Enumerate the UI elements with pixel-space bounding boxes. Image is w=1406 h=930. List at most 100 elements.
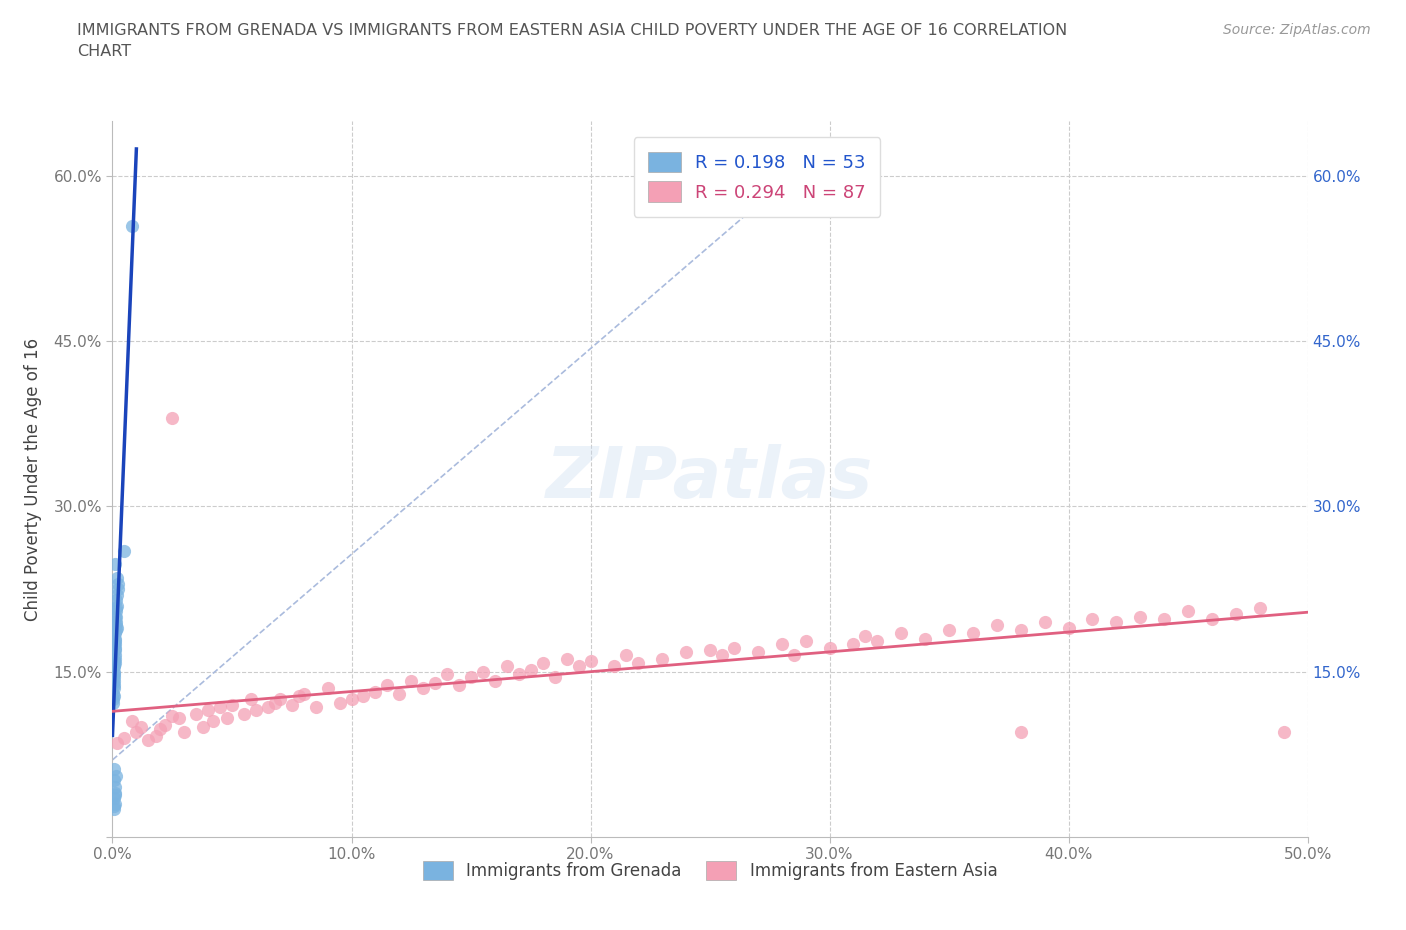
Point [986,618,1008,633]
Point [675,644,697,659]
Point [107,581,129,596]
Point [1272,724,1295,739]
Point [555,651,578,666]
Point [105,587,128,602]
Point [1057,620,1080,635]
Point [233,706,256,721]
Point [782,648,804,663]
Point [103,681,125,696]
Point [1225,607,1247,622]
Point [103,658,125,673]
Point [105,620,128,635]
Point [107,577,129,591]
Point [1153,611,1175,626]
Point [105,592,128,607]
Point [105,571,128,586]
Point [855,629,877,644]
Point [103,692,125,707]
Point [103,772,125,787]
Point [543,670,565,684]
Point [103,762,125,777]
Point [1177,604,1199,618]
Point [770,637,793,652]
Point [103,653,125,668]
Point [447,678,470,693]
Point [103,791,125,806]
Point [818,640,841,655]
Point [377,678,399,693]
Text: ZIPatlas: ZIPatlas [547,445,873,513]
Point [1081,611,1104,626]
Point [842,637,865,652]
Point [388,686,411,701]
Text: IMMIGRANTS FROM GRENADA VS IMMIGRANTS FROM EASTERN ASIA CHILD POVERTY UNDER THE : IMMIGRANTS FROM GRENADA VS IMMIGRANTS FR… [77,23,1067,60]
Point [104,609,127,624]
Point [103,653,125,668]
Point [193,720,215,735]
Point [103,678,125,693]
Point [104,780,127,795]
Point [104,796,127,811]
Point [217,711,239,725]
Point [269,692,291,707]
Point [209,699,232,714]
Point [103,664,125,679]
Point [264,695,287,710]
Point [129,720,152,735]
Point [114,730,135,745]
Point [316,681,339,696]
Y-axis label: Child Poverty Under the Age of 16: Child Poverty Under the Age of 16 [24,338,42,620]
Point [1105,615,1128,630]
Point [245,703,267,718]
Point [104,648,127,663]
Point [104,633,127,648]
Point [104,640,127,655]
Point [169,711,191,725]
Point [616,648,638,663]
Point [103,675,125,690]
Point [125,724,148,739]
Point [104,556,127,571]
Point [153,717,176,732]
Point [340,692,363,707]
Point [484,673,506,688]
Point [103,658,125,673]
Point [460,670,482,684]
Point [103,670,125,684]
Point [651,651,673,666]
Point [103,673,125,688]
Point [138,733,160,748]
Legend: Immigrants from Grenada, Immigrants from Eastern Asia: Immigrants from Grenada, Immigrants from… [409,847,1011,893]
Point [1010,724,1032,739]
Point [1201,611,1223,626]
Point [288,688,311,703]
Point [105,736,128,751]
Point [747,644,769,659]
Point [201,714,224,729]
Point [105,601,128,616]
Point [292,686,315,701]
Point [103,670,125,684]
Text: Source: ZipAtlas.com: Source: ZipAtlas.com [1223,23,1371,37]
Point [627,656,650,671]
Point [105,769,128,784]
Point [104,643,127,658]
Point [352,688,374,703]
Point [104,618,127,633]
Point [103,799,125,814]
Point [866,633,889,648]
Point [364,684,387,699]
Point [197,703,219,718]
Point [257,699,280,714]
Point [281,698,304,712]
Point [412,681,434,696]
Point [914,631,936,646]
Point [1010,622,1032,637]
Point [162,411,183,426]
Point [794,633,817,648]
Point [240,692,263,707]
Point [103,637,125,652]
Point [114,543,135,558]
Point [472,664,495,679]
Point [699,643,721,658]
